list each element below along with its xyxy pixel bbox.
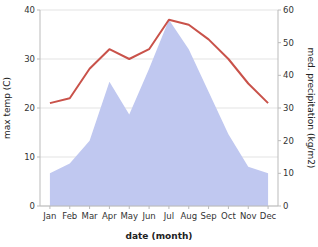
x-tick-label: Apr — [102, 211, 117, 221]
x-tick-label: Dec — [260, 211, 277, 221]
y-tick — [37, 59, 40, 60]
y-tick-label: 0 — [30, 201, 35, 211]
chart: Jan Feb MarAprMayJun Jul Aug Sep Oct NovDec 0 10 2… — [0, 0, 318, 247]
y2-tick — [278, 206, 281, 207]
x-tick-label: Jan — [42, 211, 56, 221]
x-tick-label: May — [120, 211, 138, 221]
y2-tick — [278, 140, 281, 141]
y-tick — [37, 108, 40, 109]
x-tick-label: Jul — [163, 211, 174, 221]
y-tick — [37, 206, 40, 207]
y2-tick — [278, 42, 281, 43]
precip-area — [50, 20, 268, 206]
y2-tick — [278, 108, 281, 109]
y2-axis-label: med. precipitation (kg/m2) — [306, 48, 316, 169]
x-tick-label: Nov — [240, 211, 257, 221]
chart-container: Jan Feb MarAprMayJun Jul Aug Sep Oct NovDec 0 10 2… — [0, 0, 318, 247]
y-tick-label: 40 — [24, 5, 35, 15]
x-tick — [89, 206, 90, 209]
y2-tick — [278, 173, 281, 174]
x-tick — [188, 206, 189, 209]
x-tick-label: Mar — [82, 211, 99, 221]
x-tick-label: Sep — [201, 211, 217, 221]
x-tick-label: Oct — [221, 211, 236, 221]
x-axis-line — [40, 206, 278, 207]
plot-area — [50, 20, 268, 206]
x-tick — [49, 206, 50, 209]
x-tick — [109, 206, 110, 209]
y2-tick-label: 20 — [283, 136, 294, 146]
grid-line — [40, 206, 278, 207]
y2-tick-label: 10 — [283, 168, 294, 178]
x-tick-label: Feb — [62, 211, 77, 221]
x-tick — [168, 206, 169, 209]
y2-tick-label: 30 — [283, 103, 294, 113]
y2-tick — [278, 10, 281, 11]
y-tick-label: 10 — [24, 152, 35, 162]
x-tick — [228, 206, 229, 209]
x-axis-label: date (month) — [126, 231, 193, 241]
temp-line — [50, 20, 268, 103]
y-tick-label: 20 — [24, 103, 35, 113]
y-axis-label: max temp (C) — [2, 77, 12, 139]
x-tick-label: Aug — [180, 211, 197, 221]
x-tick — [129, 206, 130, 209]
y2-tick-label: 50 — [283, 38, 294, 48]
axes: Jan Feb MarAprMayJun Jul Aug Sep Oct NovDec 0 10 2… — [24, 5, 294, 221]
grid-line — [40, 10, 278, 11]
y2-tick-label: 0 — [283, 201, 288, 211]
y-tick — [37, 157, 40, 158]
y-tick — [37, 10, 40, 11]
y2-tick-label: 40 — [283, 70, 294, 80]
y2-tick-label: 60 — [283, 5, 294, 15]
grid — [40, 10, 278, 206]
x-tick-label: Jun — [141, 211, 155, 221]
y-tick-label: 30 — [24, 54, 35, 64]
y2-tick — [278, 75, 281, 76]
x-tick — [268, 206, 269, 209]
x-tick — [149, 206, 150, 209]
x-tick — [69, 206, 70, 209]
x-tick — [208, 206, 209, 209]
x-tick — [248, 206, 249, 209]
